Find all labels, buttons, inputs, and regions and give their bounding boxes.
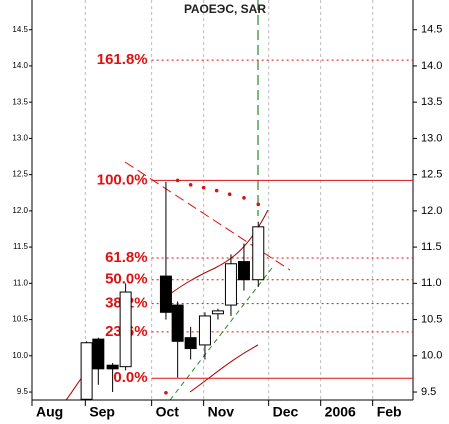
fib-label: 161.8% [97, 51, 148, 68]
candle-body [159, 275, 172, 313]
y-tick-label: 10.5 [421, 313, 442, 325]
sar-dot [242, 196, 246, 200]
y-tick-label: 11.0 [13, 278, 29, 287]
chart-title: РАОЕЭС, SAR [184, 2, 266, 16]
y-tick-label: 10.0 [12, 351, 28, 360]
candle-body [119, 291, 132, 368]
sar-dot [201, 185, 206, 190]
x-tick-label: 2006 [325, 404, 356, 420]
y-tick-label: 12.5 [421, 169, 442, 181]
y-tick-label: 10.0 [421, 350, 442, 362]
candle-body [198, 315, 211, 346]
candle-body [211, 310, 224, 315]
x-tick-label: Sep [89, 404, 115, 420]
x-tick-label: Feb [377, 404, 402, 420]
sar-dot [227, 192, 232, 197]
sar-dot [214, 188, 219, 193]
y-tick-label: 14.5 [12, 25, 28, 34]
y-tick-label: 9.5 [17, 387, 29, 396]
y-tick-label: 11.5 [421, 241, 442, 253]
grid [31, 0, 374, 400]
candle-body [252, 226, 265, 281]
candle-body [80, 342, 93, 400]
sar-dot [164, 390, 168, 395]
fib-label: 50.0% [105, 271, 148, 288]
fib-label: 0.0% [113, 369, 147, 386]
y-tick-label: 11.0 [421, 277, 442, 289]
y-tick-label: 10.5 [12, 315, 28, 324]
y-tick-label: 14.0 [12, 61, 28, 70]
x-tick-label: Aug [36, 404, 63, 420]
fib-label: 100.0% [97, 171, 148, 188]
y-tick-label: 14.0 [421, 60, 442, 72]
y-tick-label: 12.0 [421, 205, 442, 217]
candle-body [92, 338, 105, 370]
y-tick-label: 12.5 [12, 170, 28, 179]
candle-body [171, 304, 184, 342]
sar-dot [256, 202, 261, 207]
candle-body [237, 261, 250, 281]
candle-body [184, 337, 197, 350]
x-tick-label: Oct [156, 404, 180, 420]
y-tick-label: 9.5 [421, 386, 436, 398]
x-tick-label: Nov [208, 404, 235, 420]
sar-dot [188, 182, 193, 187]
fib-label: 61.8% [105, 249, 148, 266]
y-tick-label: 11.5 [13, 242, 29, 251]
x-tick-label: Dec [273, 404, 299, 420]
envelope-line [189, 344, 259, 393]
sar-dot [175, 178, 180, 183]
y-tick-label: 13.5 [12, 97, 28, 106]
y-tick-label: 13.5 [421, 96, 442, 108]
y-tick-label: 13.0 [12, 134, 28, 143]
y-tick-label: 12.0 [12, 206, 28, 215]
candle-body [106, 364, 119, 370]
candle-body [224, 263, 237, 306]
y-tick-label: 14.5 [421, 24, 442, 36]
y-tick-label: 13.0 [421, 132, 442, 144]
